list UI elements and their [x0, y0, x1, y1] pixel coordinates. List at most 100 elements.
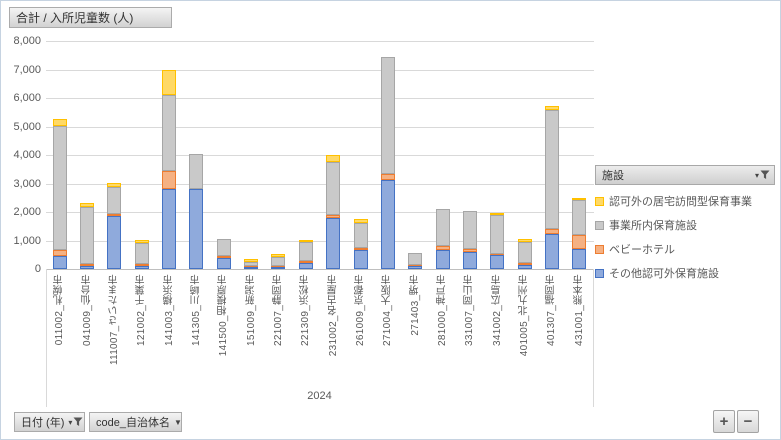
x-category-label: 331007_岡山市: [464, 274, 476, 346]
bar-segment: [107, 216, 122, 269]
expand-button[interactable]: +: [713, 410, 735, 433]
x-category-label: 221007_静岡市: [272, 274, 284, 346]
dropdown-arrow-icon: ▼: [173, 417, 182, 427]
bar-segment: [326, 155, 341, 163]
bar-segment: [162, 69, 177, 96]
bar-segment: [462, 248, 477, 252]
bar-segment: [353, 249, 368, 269]
bar-segment: [462, 251, 477, 269]
bar-segment: [490, 215, 505, 254]
x-category-label: 111007_さいたま市: [108, 274, 120, 366]
x-category-label: 271403_堺市: [409, 274, 421, 336]
bar-segment: [52, 256, 67, 269]
bar-segment: [244, 261, 259, 266]
bar-segment: [517, 241, 532, 263]
legend-title: 施設: [602, 170, 624, 182]
bar-segment: [353, 222, 368, 248]
legend-item: 事業所内保育施設: [595, 213, 780, 237]
date-field-button[interactable]: 日付 (年) ▾: [14, 412, 85, 432]
collapse-button[interactable]: −: [737, 410, 759, 433]
axis-group-label: 2024: [307, 390, 332, 402]
gridline: [46, 69, 594, 71]
legend-field-button[interactable]: 施設 ▾: [595, 165, 775, 185]
bar-segment: [134, 243, 149, 265]
x-category-label: 281000_神戸市: [437, 274, 449, 346]
bar-segment: [244, 267, 259, 269]
x-category-label: 231002_名古屋市: [327, 274, 339, 357]
date-field-label: 日付 (年): [21, 417, 65, 429]
bar-segment: [572, 235, 587, 249]
bar-segment: [544, 105, 559, 111]
bar-segment: [298, 242, 313, 261]
legend-label: 事業所内保育施設: [609, 220, 697, 232]
bar-segment: [107, 213, 122, 217]
x-category-label: 141003_横浜市: [163, 274, 175, 346]
bar-segment: [380, 180, 395, 269]
bar-segment: [353, 219, 368, 223]
bar-segment: [517, 239, 532, 242]
y-tick-label: 2,000: [13, 206, 41, 218]
x-category-label: 151009_新潟市: [245, 274, 257, 346]
y-tick-label: 4,000: [13, 149, 41, 161]
x-category-label: 121002_千葉市: [136, 274, 148, 346]
code-field-button[interactable]: code_自治体名 ▼: [89, 412, 182, 432]
bar-segment: [544, 228, 559, 235]
axis-separator-right: [593, 269, 594, 407]
legend: 認可外の居宅訪問型保育事業事業所内保育施設 ベビーホテルその他認可外保育施設: [595, 189, 780, 285]
bar-segment: [490, 255, 505, 269]
chart-title: 合計 / 入所児童数 (人): [16, 11, 134, 25]
x-category-label: 011002_札幌市: [54, 274, 66, 346]
legend-item: ベビーホテル: [595, 237, 780, 261]
bar-segment: [80, 206, 95, 265]
bar-segment: [107, 183, 122, 187]
gridline: [46, 155, 594, 156]
funnel-icon: [73, 417, 83, 426]
bar-segment: [490, 253, 505, 256]
funnel-icon: [760, 170, 770, 179]
bar-segment: [216, 256, 231, 259]
bar-segment: [435, 208, 450, 246]
x-axis-labels: 011002_札幌市 041009_仙台市 111007_さいたま市 121002_千…: [46, 274, 593, 389]
bar-segment: [162, 170, 177, 190]
y-tick-label: 5,000: [13, 120, 41, 133]
legend-item: 認可外の居宅訪問型保育事業: [595, 189, 780, 213]
bar-segment: [462, 210, 477, 249]
bar-segment: [189, 154, 204, 190]
axis-separator-left: [46, 269, 47, 407]
x-axis-line: [46, 269, 594, 270]
bar-segment: [298, 260, 313, 263]
bar-segment: [80, 265, 95, 269]
bar-segment: [134, 264, 149, 267]
x-category-label: 141500_相模原市: [218, 274, 230, 357]
value-field-button[interactable]: 合計 / 入所児童数 (人): [9, 7, 172, 28]
legend-item: その他認可外保育施設: [595, 261, 780, 285]
legend-swatch-icon: [595, 196, 604, 206]
x-category-label: 141305_川崎市: [190, 274, 202, 346]
bar-segment: [80, 203, 95, 207]
bar-segment: [408, 253, 423, 265]
legend-swatch-icon: [595, 220, 604, 230]
y-tick-label: 1,000: [13, 234, 41, 247]
x-category-label: 271004_大阪市: [382, 274, 394, 346]
bar-segment: [189, 189, 204, 269]
gridline: [46, 41, 594, 42]
x-category-label: 041009_仙台市: [81, 274, 93, 346]
gridline: [46, 240, 594, 242]
bar-segment: [271, 256, 286, 266]
y-tick-label: 7,000: [13, 63, 41, 76]
filter-applied-icon: ▾: [68, 417, 83, 427]
x-category-label: 401005_北九州市: [519, 274, 531, 357]
x-category-label: 261009_京都市: [355, 274, 367, 346]
bar-segment: [572, 248, 587, 269]
bar-segment: [107, 186, 122, 214]
bar-segment: [52, 249, 67, 257]
x-category-label: 341002_広島市: [491, 274, 503, 346]
bar-segment: [80, 264, 95, 266]
bar-segment: [544, 110, 559, 229]
gridline: [46, 212, 594, 213]
bar-segment: [162, 95, 177, 171]
bar-segment: [271, 266, 286, 268]
legend-label: ベビーホテル: [609, 244, 675, 256]
bar-segment: [271, 267, 286, 269]
bar-segment: [408, 266, 423, 269]
